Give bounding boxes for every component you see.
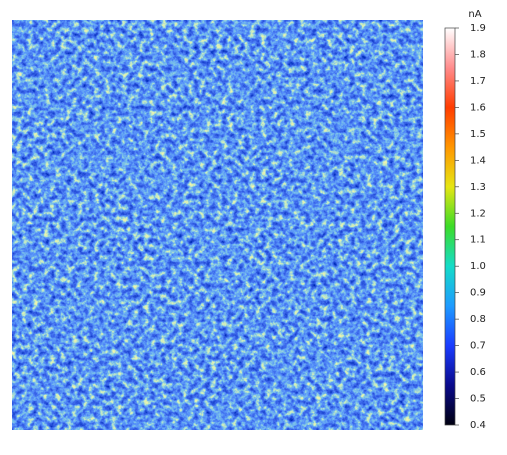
tick-label: 1.8 — [470, 49, 486, 60]
tick-label: 1.1 — [470, 235, 486, 246]
tick-label: 0.8 — [470, 314, 486, 325]
tick-label: 1.0 — [470, 261, 486, 272]
tick-label: 0.4 — [470, 420, 486, 431]
tick-label: 1.4 — [470, 155, 486, 166]
tick-label: 1.7 — [470, 76, 486, 87]
tick-label: 1.5 — [470, 129, 486, 140]
tick-label: 1.9 — [470, 23, 486, 34]
tick-label: 0.6 — [470, 367, 486, 378]
colorbar-label: nA — [468, 9, 481, 20]
tick-label: 1.3 — [470, 182, 486, 193]
tick-label: 0.7 — [470, 341, 486, 352]
tick-label: 0.9 — [470, 288, 486, 299]
tick-label: 1.6 — [470, 102, 486, 113]
current-map — [12, 20, 423, 430]
colorbar — [444, 27, 456, 426]
tick-label: 0.5 — [470, 394, 486, 405]
tick-label: 1.2 — [470, 208, 486, 219]
